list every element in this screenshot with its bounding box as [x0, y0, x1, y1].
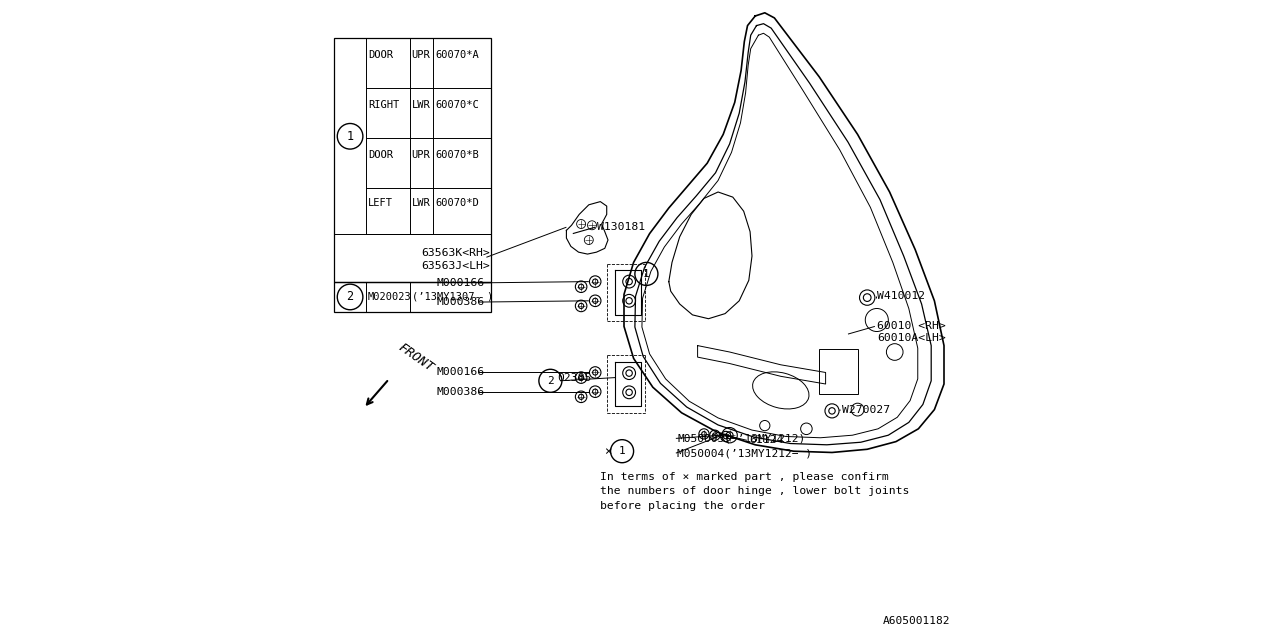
Text: 63563K<RH>: 63563K<RH> — [421, 248, 490, 258]
Text: 1: 1 — [643, 269, 650, 279]
Text: 1: 1 — [347, 130, 353, 143]
Text: 60010A<LH>: 60010A<LH> — [877, 333, 946, 343]
Text: 60070*B: 60070*B — [435, 150, 479, 160]
Text: 1: 1 — [618, 446, 626, 456]
Text: In terms of × marked part , please confirm: In terms of × marked part , please confi… — [600, 472, 890, 482]
Bar — [334, 38, 492, 282]
Text: M000386: M000386 — [436, 297, 485, 307]
Text: M000386: M000386 — [436, 387, 485, 397]
Text: FRONT: FRONT — [396, 341, 435, 374]
Text: DOOR: DOOR — [369, 50, 393, 60]
Text: M050003(−’13MY1212): M050003(−’13MY1212) — [677, 433, 805, 444]
Text: 60070*C: 60070*C — [435, 100, 479, 110]
Text: 02385: 02385 — [557, 372, 591, 383]
Text: RIGHT: RIGHT — [369, 100, 399, 110]
Text: 60070*D: 60070*D — [435, 198, 479, 208]
Text: M000166: M000166 — [436, 278, 485, 288]
Bar — [334, 282, 492, 312]
Text: ×: × — [604, 445, 612, 458]
Text: DOOR: DOOR — [369, 150, 393, 160]
Text: 2: 2 — [347, 291, 353, 303]
Text: (’13MY1307- ): (’13MY1307- ) — [412, 292, 493, 302]
Text: M050004(’13MY1212− ): M050004(’13MY1212− ) — [677, 448, 812, 458]
Text: A605001182: A605001182 — [883, 616, 950, 626]
Text: 2: 2 — [547, 376, 554, 386]
Text: before placing the order: before placing the order — [600, 500, 765, 511]
Text: UPR: UPR — [412, 150, 430, 160]
Text: M000166: M000166 — [436, 367, 485, 378]
Text: LWR: LWR — [412, 100, 430, 110]
Text: 61124: 61124 — [749, 435, 783, 445]
Text: 60010 <RH>: 60010 <RH> — [877, 321, 946, 332]
Text: 63563J<LH>: 63563J<LH> — [421, 260, 490, 271]
Text: M020023: M020023 — [369, 292, 412, 302]
Text: 60070*A: 60070*A — [435, 50, 479, 60]
Text: W130181: W130181 — [596, 222, 645, 232]
Text: UPR: UPR — [412, 50, 430, 60]
Text: W410012: W410012 — [877, 291, 925, 301]
Text: LEFT: LEFT — [369, 198, 393, 208]
Text: LWR: LWR — [412, 198, 430, 208]
Text: the numbers of door hinge , lower bolt joints: the numbers of door hinge , lower bolt j… — [600, 486, 910, 496]
Text: W270027: W270027 — [842, 404, 890, 415]
